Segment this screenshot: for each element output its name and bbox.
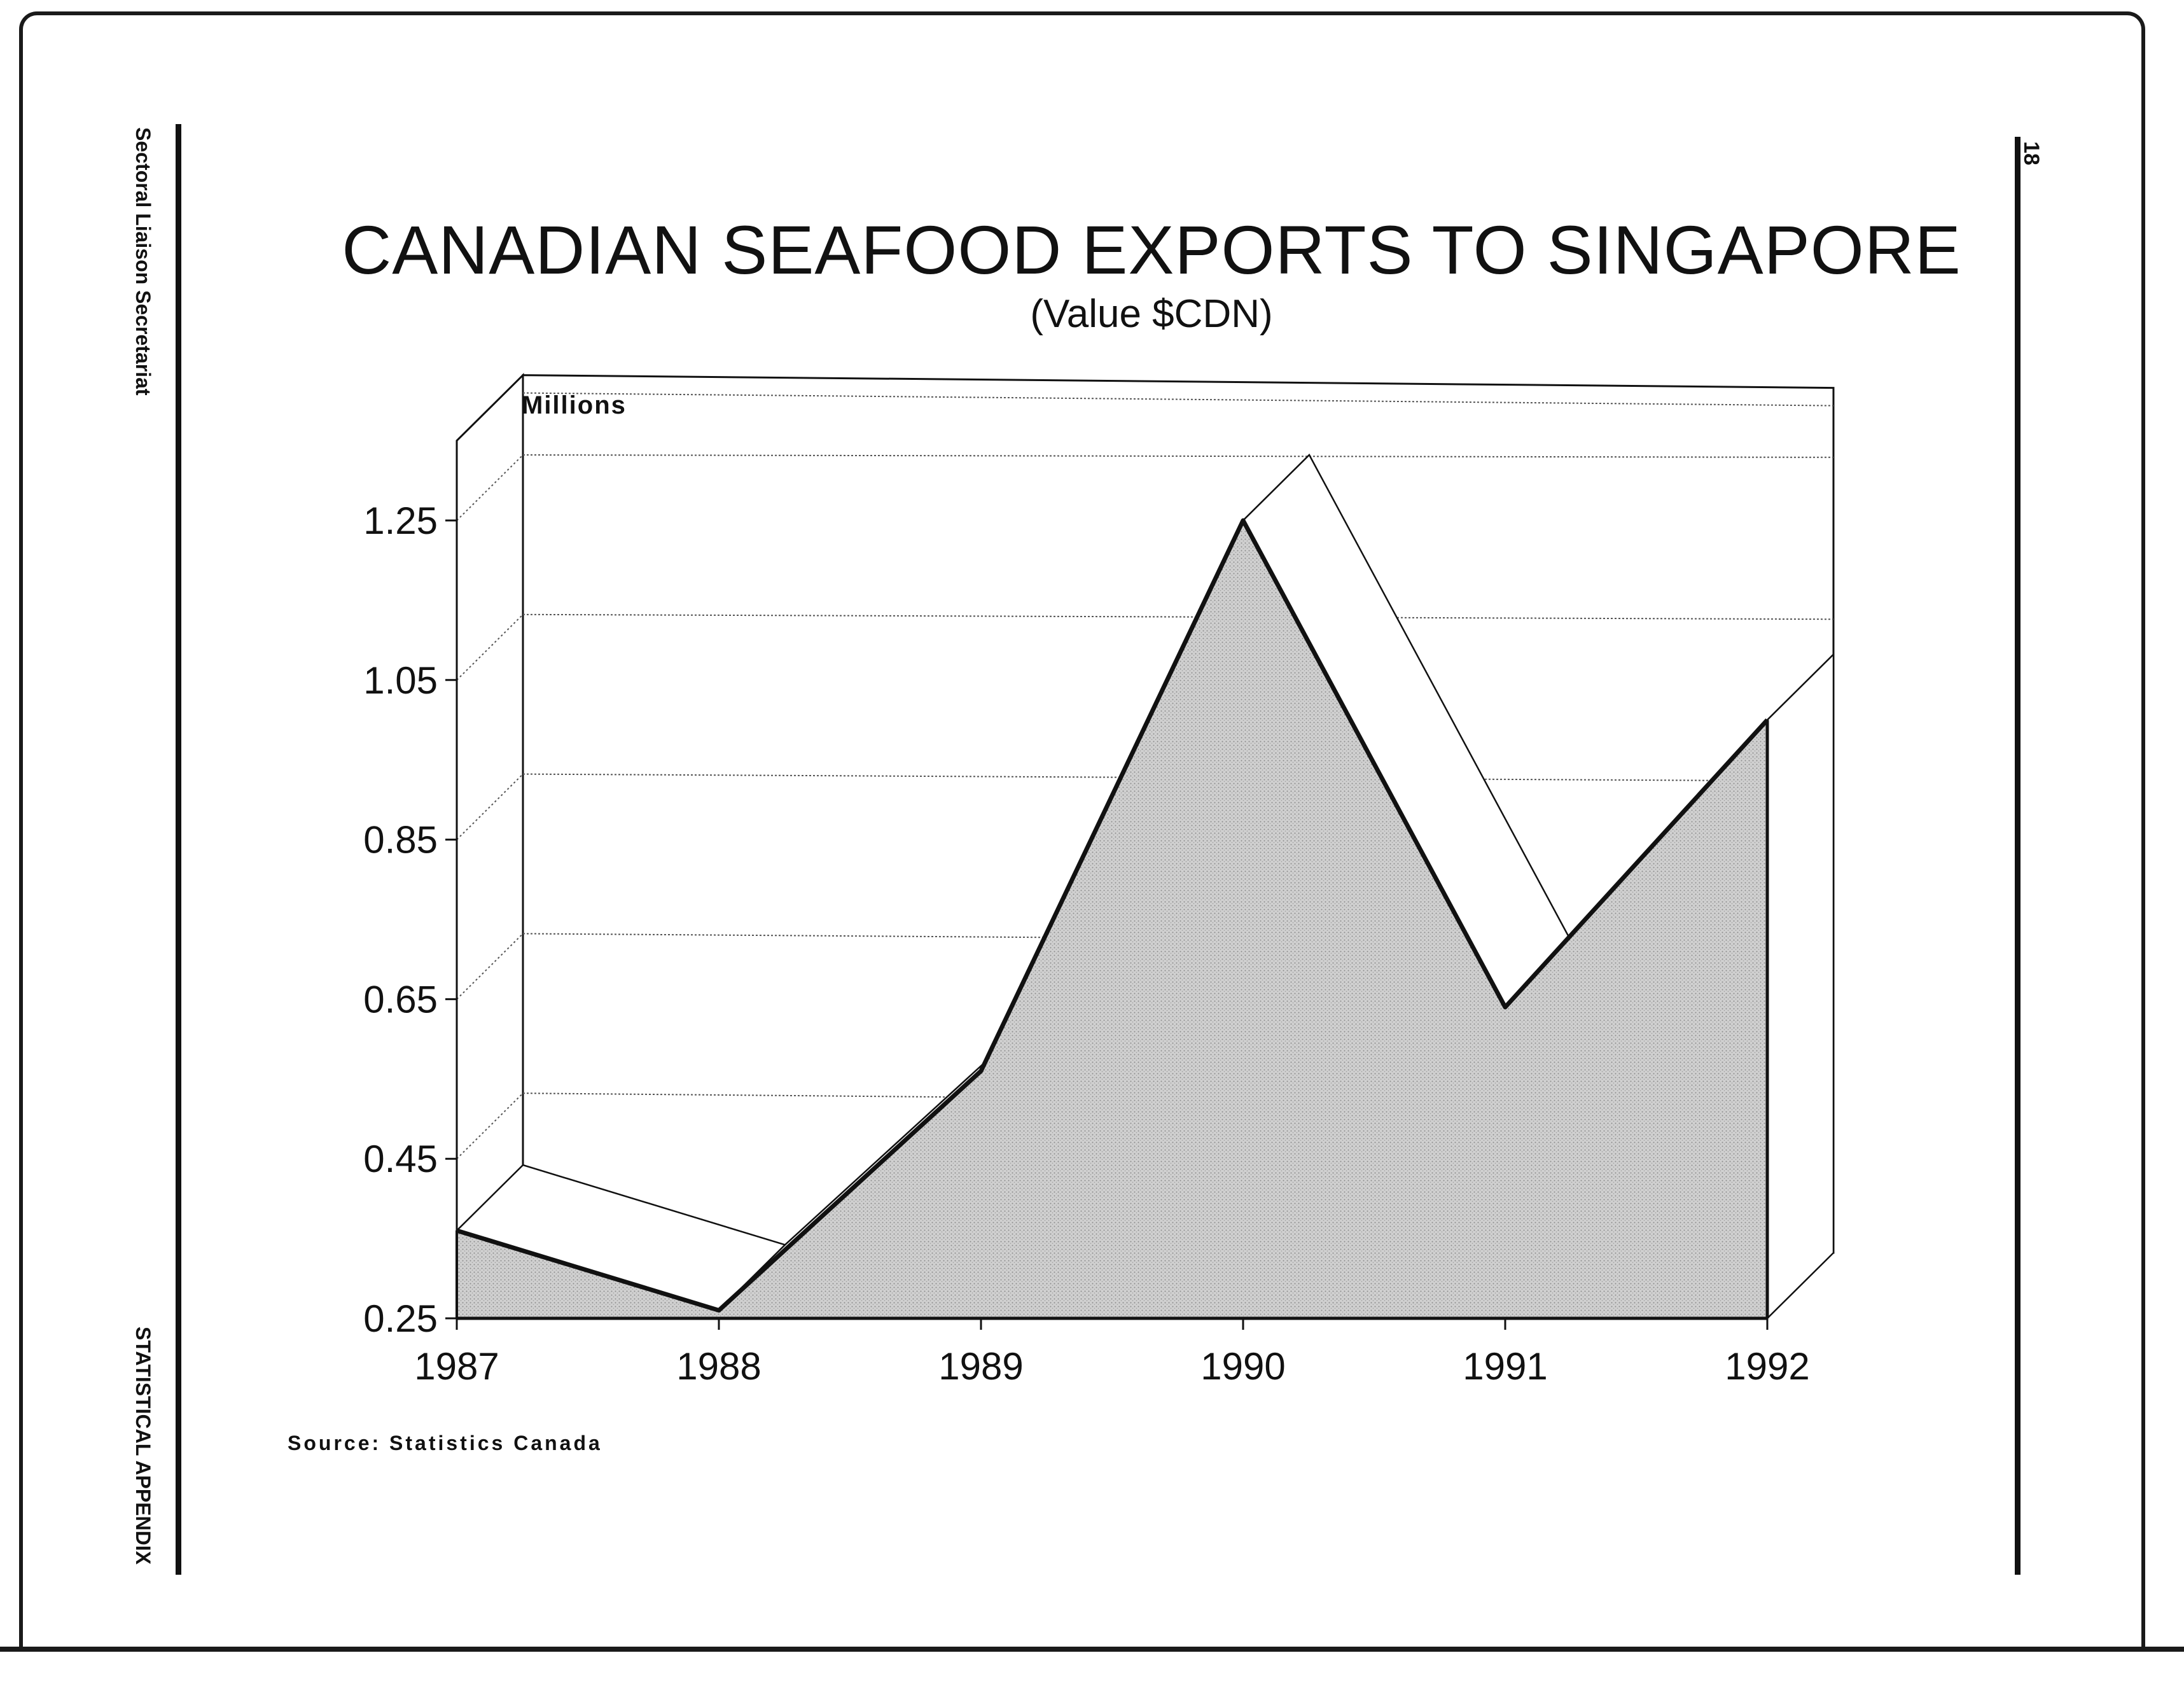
source-note: Source: Statistics Canada	[288, 1432, 602, 1454]
y-tick-label: 0.45	[363, 1138, 438, 1180]
right-margin-rule	[2015, 137, 2021, 1575]
y-tick-label: 1.05	[363, 659, 438, 702]
gridline-depth	[456, 1092, 524, 1159]
x-tick-label: 1987	[414, 1345, 499, 1388]
gridline	[522, 613, 1834, 620]
gridline-depth	[456, 454, 524, 521]
x-tick-label: 1990	[1200, 1345, 1285, 1388]
area-series-line	[456, 518, 1769, 1313]
area-series-fill	[457, 520, 1767, 1318]
gridline-depth	[456, 614, 524, 681]
chart-subtitle: (Value $CDN)	[1030, 292, 1273, 336]
y-tick-label: 0.85	[363, 819, 438, 861]
y-axis-unit-label: Millions	[522, 391, 627, 419]
y-tick-label: 1.25	[363, 499, 438, 542]
page-frame	[19, 11, 2145, 1650]
area-end-face	[1766, 652, 1835, 1320]
x-tick-label: 1991	[1463, 1345, 1547, 1388]
gridline	[522, 454, 1834, 458]
x-tick-label: 1989	[938, 1345, 1023, 1388]
y-tick-label: 0.25	[363, 1297, 438, 1340]
gridline-depth	[456, 933, 524, 1000]
left-margin-rule	[176, 124, 181, 1575]
x-tick-label: 1992	[1725, 1345, 1809, 1388]
x-tick-label: 1988	[676, 1345, 761, 1388]
gridline	[522, 773, 1834, 782]
y-tick-label: 0.65	[363, 978, 438, 1021]
page-bottom-rule	[0, 1647, 2184, 1652]
chart-title: CANADIAN SEAFOOD EXPORTS TO SINGAPORE	[342, 211, 1961, 288]
gridline-depth	[456, 773, 524, 841]
gridline-top	[522, 392, 1834, 407]
